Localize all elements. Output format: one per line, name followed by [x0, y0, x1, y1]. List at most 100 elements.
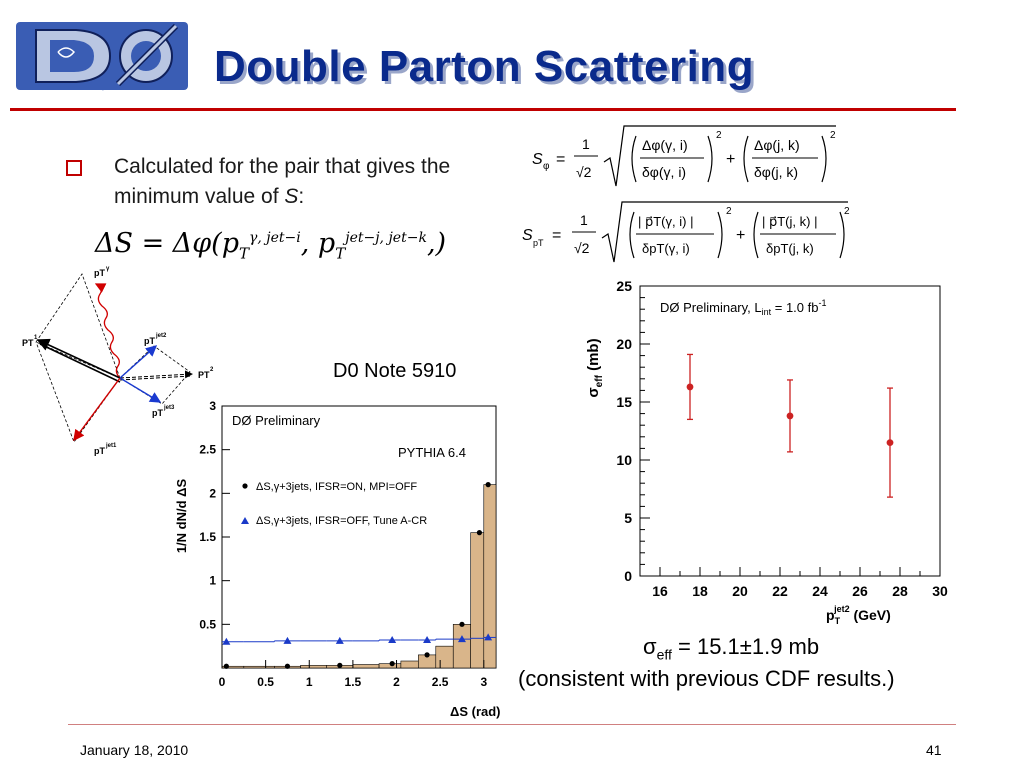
s-phi-eq: =	[556, 151, 565, 168]
hist-legend-series-2: ΔS,γ+3jets, IFSR=OFF, Tune A-CR	[256, 515, 427, 527]
s-phi-t1-den: δφ(γ, i)	[642, 164, 686, 180]
title-rule	[190, 108, 956, 111]
label-p-jet3-sup: jet3	[163, 405, 175, 411]
hist-ytick-label: 1	[209, 574, 216, 588]
sigma-eff-chart: 16 18 20 22 24 26 28 30 0 5 10 15 20 25 DØ Preliminar…	[585, 278, 948, 626]
hist-point-circle	[485, 482, 491, 488]
logo-text: DØ	[102, 90, 104, 92]
sig-ytick-label: 10	[616, 452, 632, 468]
label-p2: PT	[198, 370, 210, 380]
hist-bar	[435, 645, 454, 669]
hist-bar	[452, 624, 471, 669]
hist-point-circle	[459, 621, 465, 627]
s-phi-coef-num: 1	[582, 136, 590, 152]
hist-annotation-pythia: PYTHIA 6.4	[398, 445, 466, 460]
hist-xtick-label: 1	[306, 675, 313, 689]
s-phi-t2-num: Δφ(j, k)	[754, 137, 800, 153]
sig-ytick-label: 25	[616, 278, 632, 294]
hist-xtick-label: 2.5	[432, 675, 449, 689]
bullet-var: S	[284, 185, 299, 208]
sig-ytick-label: 15	[616, 394, 632, 410]
s-pt-sub: pT	[533, 238, 544, 248]
hist-point-circle	[476, 530, 483, 536]
hist-point-triangle	[457, 635, 466, 643]
hist-bar	[470, 532, 485, 669]
sig-xtick-label: 22	[772, 583, 788, 599]
sig-ytick-label: 20	[616, 336, 632, 352]
hist-ylabel: 1/N dN/d ΔS	[174, 479, 189, 554]
s-pt-plus: +	[736, 227, 745, 244]
footer-page-number: 41	[926, 742, 942, 758]
sig-xtick-label: 18	[692, 583, 708, 599]
sig-data-point	[886, 439, 894, 446]
delta-s-sub2: T	[335, 244, 346, 263]
delta-s-sub1: T	[239, 244, 250, 263]
s-pt-formula: S pT = 1 √2 | p⃗T(γ, i) | δpT(γ, i) 2 + …	[522, 201, 850, 263]
bullet-main: Calculated for the pair that gives the m…	[114, 155, 451, 208]
s-pt-t1-den: δpT(γ, i)	[642, 241, 690, 256]
sig-ylabel: σeff (mb)	[585, 338, 605, 397]
sigma-sub: eff	[656, 646, 672, 663]
hist-point-triangle	[283, 636, 292, 644]
s-phi-pow2: 2	[830, 130, 836, 141]
sig-data-point	[686, 383, 694, 391]
hist-point-triangle	[484, 633, 493, 641]
sigma-symbol: σ	[643, 634, 657, 659]
s-phi-coef-den: √2	[576, 164, 592, 180]
sig-ytick-label: 0	[624, 568, 632, 584]
sig-xtick-label: 28	[892, 583, 908, 599]
hist-ytick-label: 2.5	[199, 443, 216, 457]
sigma-eff-result: σeff = 15.1±1.9 mb	[643, 634, 819, 662]
d0-logo: DØ	[14, 18, 190, 94]
hist-point-circle	[284, 663, 291, 669]
label-p1-sup: 1	[34, 335, 38, 341]
hist-bar	[300, 665, 328, 669]
hist-legend-circle-marker	[242, 483, 248, 489]
hist-xtick-label: 0.5	[257, 675, 274, 689]
label-p-jet1-sup: jet1	[105, 443, 117, 449]
hist-bar	[400, 660, 419, 669]
hist-ytick-label: 3	[209, 399, 216, 413]
bullet-text: Calculated for the pair that gives the m…	[114, 152, 514, 212]
hist-xtick-label: 0	[219, 675, 226, 689]
hist-xtick-label: 3	[480, 675, 487, 689]
delta-s-rhs: ,)	[426, 228, 447, 259]
title-rule-left	[10, 108, 190, 111]
s-pt-t2-num: | p⃗T(j, k) |	[762, 214, 817, 229]
delta-s-formula: ΔS = Δφ(pTγ, jet−i, pTjet−j, jet−k,)	[95, 228, 446, 262]
s-pt-coef-num: 1	[580, 212, 588, 228]
hist-point-circle	[389, 661, 395, 667]
hist-point-triangle	[335, 636, 344, 644]
label-p-jet2-sup: jet2	[155, 333, 167, 339]
footer-date: January 18, 2010	[80, 742, 189, 758]
delta-s-mid: , p	[300, 228, 336, 259]
sigma-value: = 15.1±1.9 mb	[671, 634, 820, 659]
label-p2-sup: 2	[210, 367, 214, 373]
bullet-square-icon	[66, 160, 82, 176]
label-p-jet1: pT	[94, 446, 105, 456]
label-p-gamma: pT	[94, 268, 105, 278]
delta-s-lhs: ΔS = Δφ(p	[95, 228, 240, 259]
sig-ytick-label: 5	[624, 510, 632, 526]
note-reference: D0 Note 5910	[333, 360, 457, 382]
s-pt-t2-den: δpT(j, k)	[766, 241, 814, 256]
s-pt-pow2: 2	[844, 206, 850, 217]
label-p-jet3: pT	[152, 408, 163, 418]
sig-xtick-label: 26	[852, 583, 868, 599]
hist-point-triangle	[222, 637, 231, 645]
s-pt-t1-num: | p⃗T(γ, i) |	[638, 214, 693, 229]
s-phi-sub: φ	[543, 161, 550, 172]
hist-annotation-preliminary: DØ Preliminary	[232, 413, 321, 428]
footer-rule	[68, 724, 956, 725]
s-phi-lhs: S	[532, 151, 543, 168]
hist-legend-triangle-marker	[241, 517, 249, 524]
hist-point-circle	[424, 652, 430, 658]
s-phi-pow1: 2	[716, 130, 722, 141]
sig-xtick-label: 24	[812, 583, 828, 599]
sig-xlabel: pTjet2 (GeV)	[826, 604, 891, 626]
bullet-end: :	[298, 185, 305, 208]
delta-s-sup1: γ, jet−i	[249, 230, 301, 246]
label-p1: PT	[22, 338, 34, 348]
hist-point-circle	[337, 662, 343, 668]
hist-bar	[352, 664, 380, 669]
